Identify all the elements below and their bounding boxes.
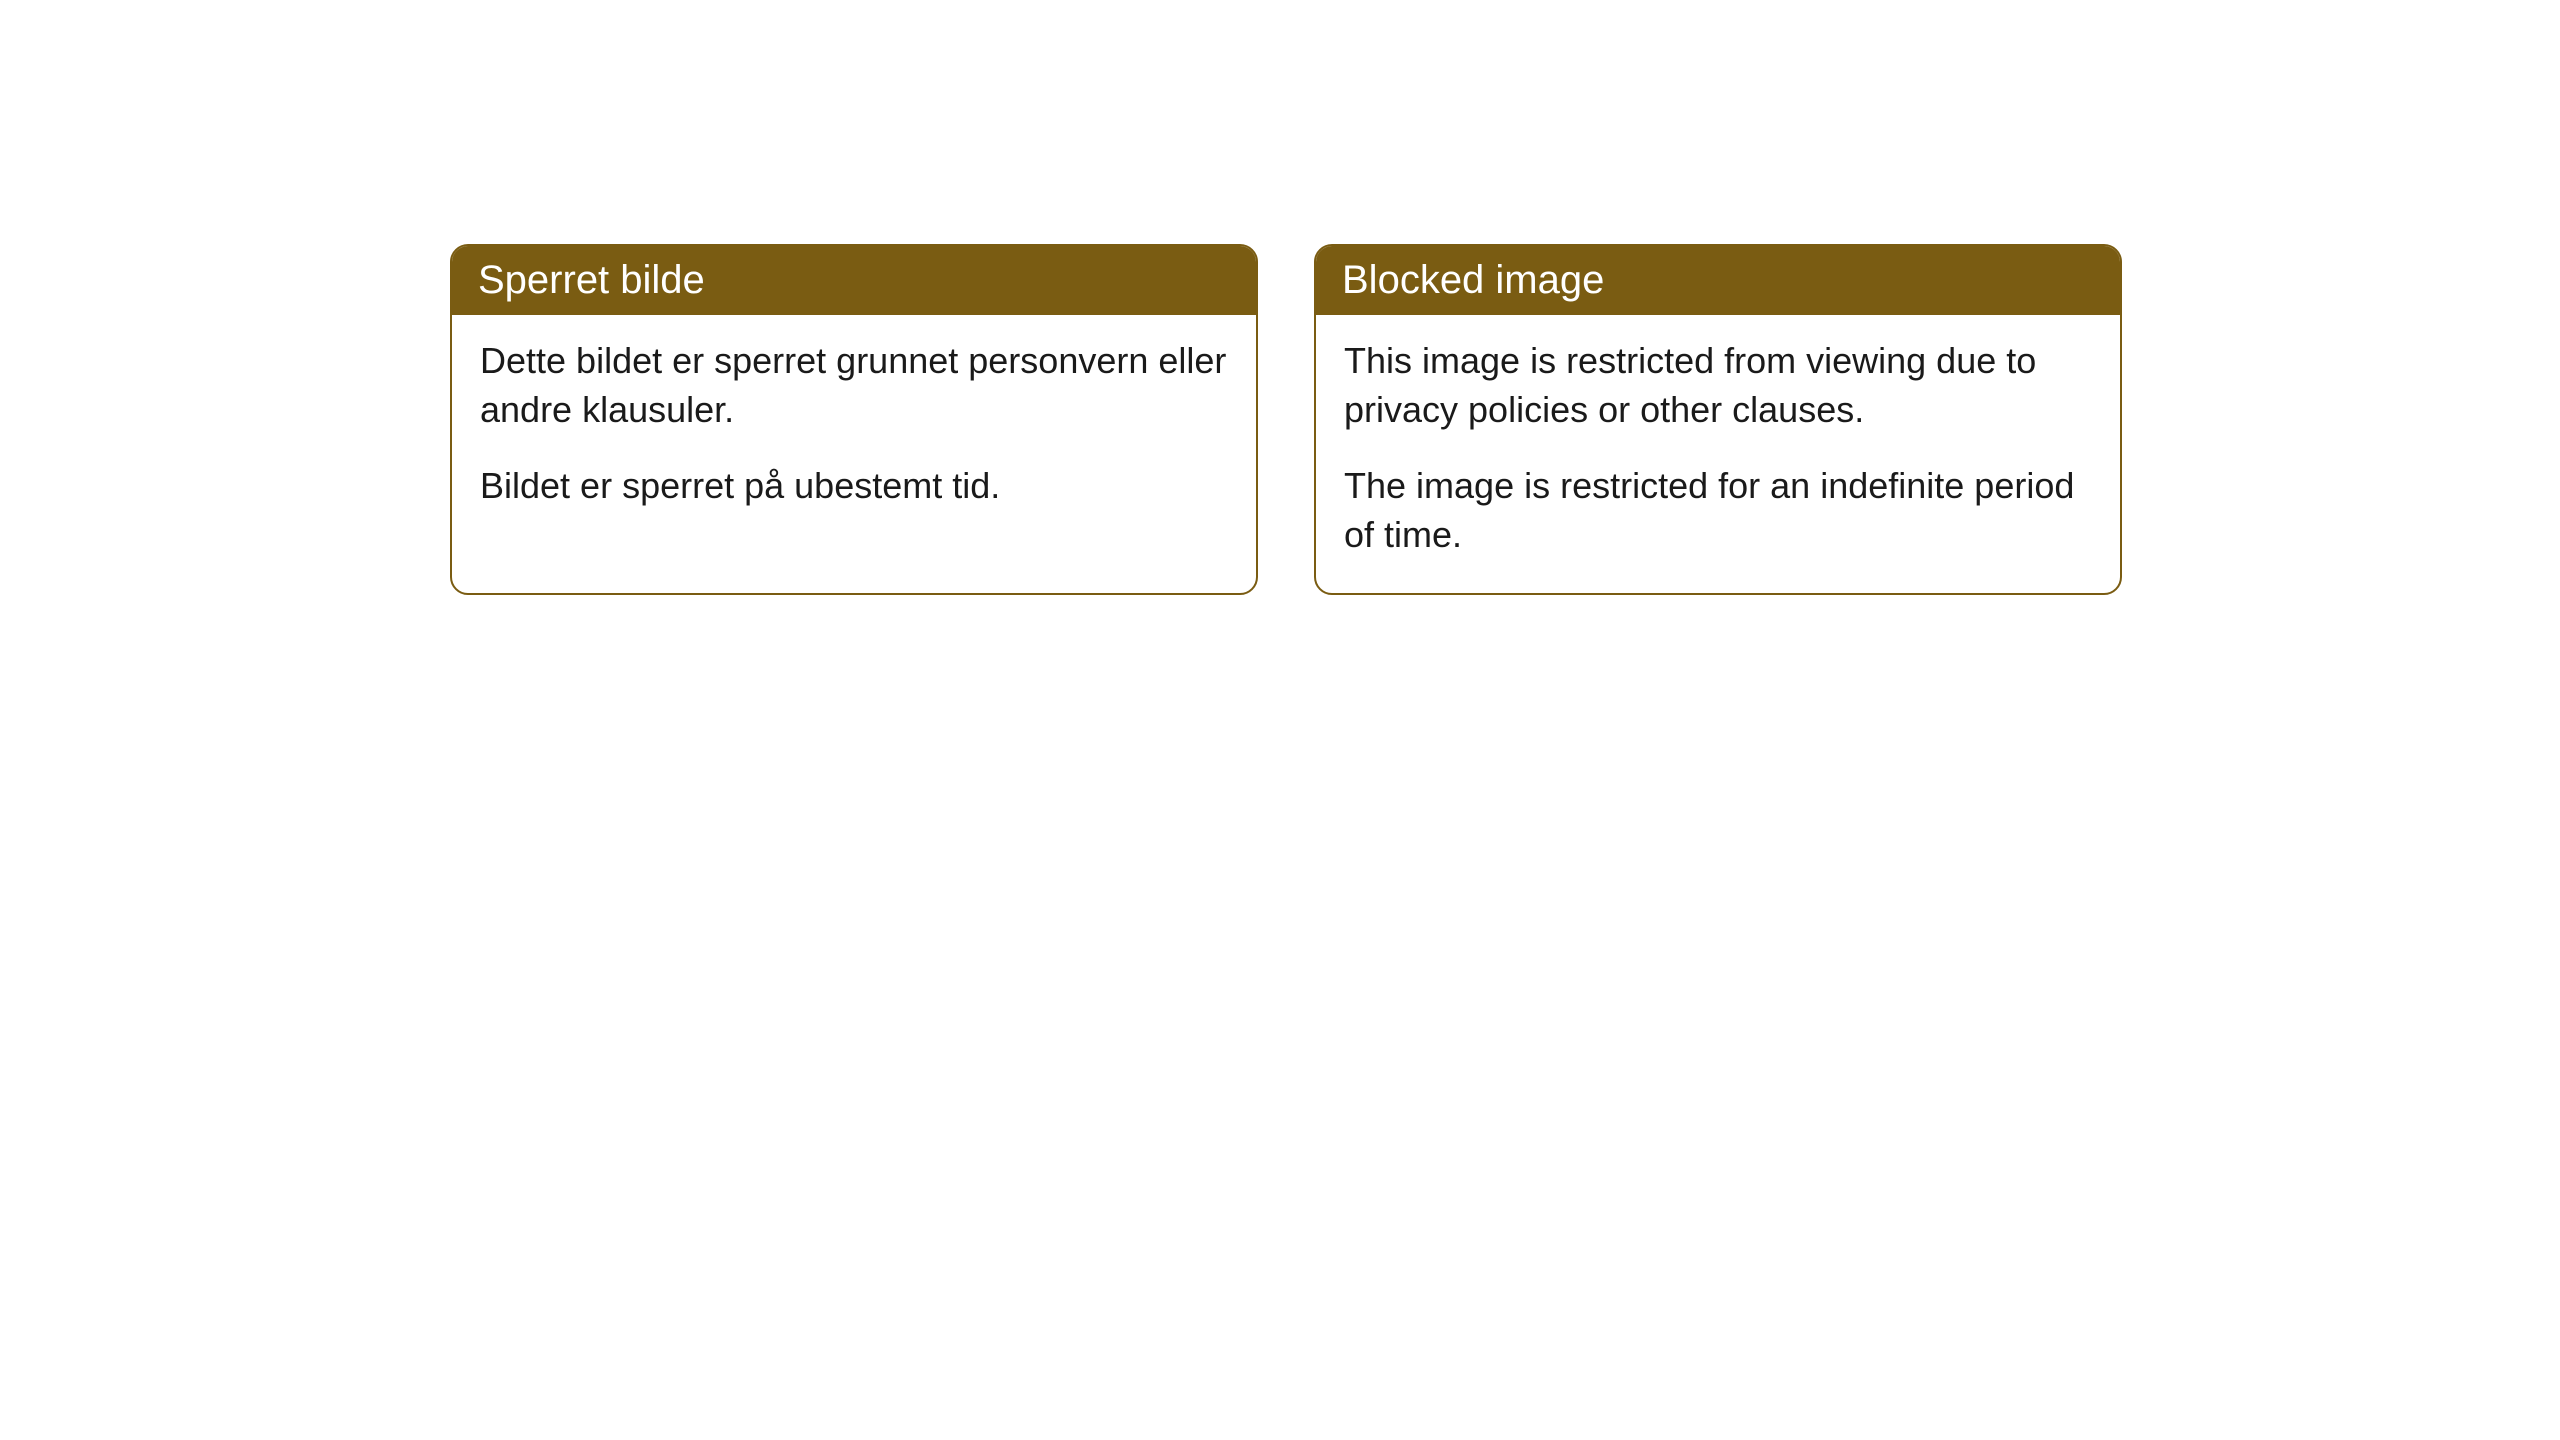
card-paragraph: The image is restricted for an indefinit…: [1344, 462, 2092, 559]
card-paragraph: Bildet er sperret på ubestemt tid.: [480, 462, 1228, 511]
card-header: Sperret bilde: [452, 246, 1256, 315]
card-title: Sperret bilde: [478, 258, 705, 302]
card-paragraph: This image is restricted from viewing du…: [1344, 337, 2092, 434]
card-body: This image is restricted from viewing du…: [1316, 315, 2120, 593]
card-title: Blocked image: [1342, 258, 1604, 302]
notice-cards-container: Sperret bilde Dette bildet er sperret gr…: [450, 244, 2122, 595]
card-paragraph: Dette bildet er sperret grunnet personve…: [480, 337, 1228, 434]
card-body: Dette bildet er sperret grunnet personve…: [452, 315, 1256, 545]
card-header: Blocked image: [1316, 246, 2120, 315]
blocked-image-card-english: Blocked image This image is restricted f…: [1314, 244, 2122, 595]
blocked-image-card-norwegian: Sperret bilde Dette bildet er sperret gr…: [450, 244, 1258, 595]
